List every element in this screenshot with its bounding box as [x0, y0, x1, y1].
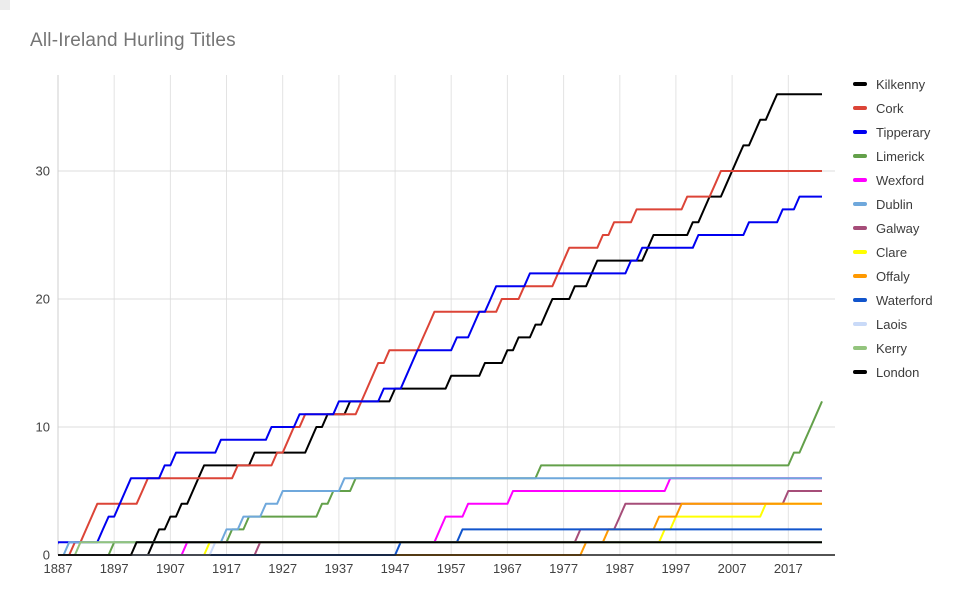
legend-item-tipperary: Tipperary — [853, 120, 933, 144]
legend-item-waterford: Waterford — [853, 288, 933, 312]
legend-label: Tipperary — [876, 124, 931, 140]
legend-label: Kerry — [876, 340, 908, 356]
legend-label: Limerick — [876, 148, 925, 164]
legend-item-galway: Galway — [853, 216, 933, 240]
series-line-cork — [58, 170, 822, 556]
x-axis-tick-label: 1977 — [549, 561, 578, 576]
x-axis-tick-label: 2017 — [774, 561, 803, 576]
y-axis-tick-label: 30 — [36, 164, 50, 179]
legend-item-offaly: Offaly — [853, 264, 933, 288]
legend-swatch-offaly — [853, 274, 867, 278]
legend-label: London — [876, 364, 920, 380]
legend-label: Laois — [876, 316, 908, 332]
legend-label: Dublin — [876, 196, 913, 212]
x-axis-tick-label: 1967 — [493, 561, 522, 576]
legend-item-kerry: Kerry — [853, 336, 933, 360]
legend-item-laois: Laois — [853, 312, 933, 336]
legend-label: Offaly — [876, 268, 910, 284]
chart-title: All-Ireland Hurling Titles — [30, 30, 236, 51]
legend-item-wexford: Wexford — [853, 168, 933, 192]
legend-label: Wexford — [876, 172, 925, 188]
x-axis-tick-label: 1937 — [324, 561, 353, 576]
legend-item-london: London — [853, 360, 933, 384]
corner-artifact — [0, 0, 10, 10]
legend-swatch-laois — [853, 322, 867, 326]
legend-swatch-waterford — [853, 298, 867, 302]
series-line-kerry — [58, 541, 822, 556]
x-axis-tick-label: 2007 — [718, 561, 747, 576]
legend-swatch-wexford — [853, 178, 867, 182]
legend-swatch-london — [853, 370, 867, 374]
x-axis-tick-label: 1987 — [605, 561, 634, 576]
x-axis-tick-label: 1897 — [100, 561, 129, 576]
series-line-kilkenny — [58, 93, 822, 556]
legend-swatch-cork — [853, 106, 867, 110]
legend-swatch-limerick — [853, 154, 867, 158]
y-axis-tick-label: 20 — [36, 292, 50, 307]
legend-label: Waterford — [876, 292, 933, 308]
x-axis-tick-label: 1907 — [156, 561, 185, 576]
legend-swatch-dublin — [853, 202, 867, 206]
x-axis-tick-label: 1997 — [661, 561, 690, 576]
series-line-london — [58, 541, 822, 556]
y-axis-tick-label: 10 — [36, 420, 50, 435]
x-axis-tick-label: 1947 — [381, 561, 410, 576]
legend-label: Galway — [876, 220, 920, 236]
legend: Kilkenny Cork Tipperary Limerick Wexford Dubl… — [853, 72, 933, 384]
legend-swatch-tipperary — [853, 130, 867, 134]
legend-swatch-galway — [853, 226, 867, 230]
series-line-laois — [58, 541, 822, 556]
legend-swatch-kerry — [853, 346, 867, 350]
legend-item-kilkenny: Kilkenny — [853, 72, 933, 96]
series-line-tipperary — [58, 195, 822, 545]
x-axis-tick-label: 1957 — [437, 561, 466, 576]
x-axis-tick-label: 1927 — [268, 561, 297, 576]
legend-item-cork: Cork — [853, 96, 933, 120]
legend-swatch-kilkenny — [853, 82, 867, 86]
x-axis-tick-label: 1887 — [44, 561, 73, 576]
legend-item-clare: Clare — [853, 240, 933, 264]
x-axis-tick-label: 1917 — [212, 561, 241, 576]
legend-label: Clare — [876, 244, 908, 260]
legend-item-limerick: Limerick — [853, 144, 933, 168]
y-axis-tick-label: 0 — [43, 548, 50, 563]
legend-swatch-clare — [853, 250, 867, 254]
legend-label: Kilkenny — [876, 76, 926, 92]
legend-label: Cork — [876, 100, 904, 116]
legend-item-dublin: Dublin — [853, 192, 933, 216]
